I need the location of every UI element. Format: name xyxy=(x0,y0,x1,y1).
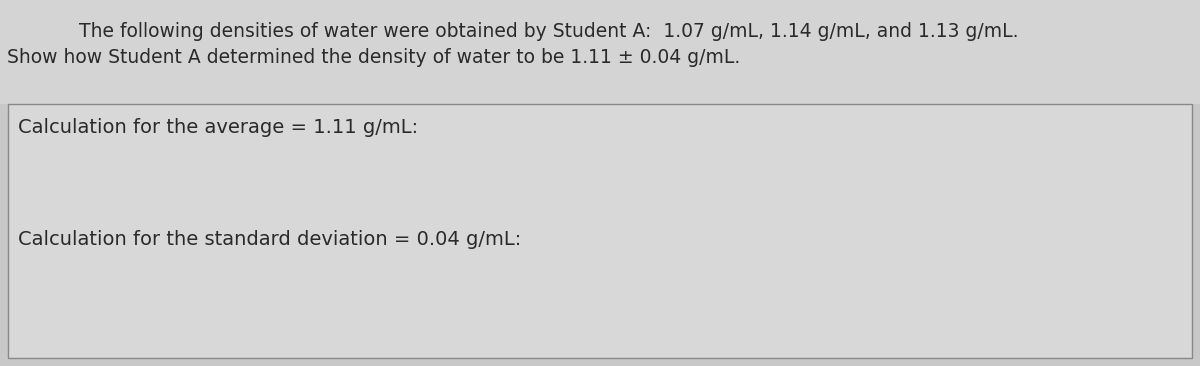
Text: Show how Student A determined the density of water to be 1.11 ± 0.04 g/mL.: Show how Student A determined the densit… xyxy=(7,48,740,67)
Text: Calculation for the average = 1.11 g/mL:: Calculation for the average = 1.11 g/mL: xyxy=(18,118,418,137)
Text: The following densities of water were obtained by Student A:  1.07 g/mL, 1.14 g/: The following densities of water were ob… xyxy=(55,22,1019,41)
Bar xyxy=(8,104,1192,358)
Text: Calculation for the standard deviation = 0.04 g/mL:: Calculation for the standard deviation =… xyxy=(18,230,521,249)
Bar xyxy=(0,0,1200,104)
